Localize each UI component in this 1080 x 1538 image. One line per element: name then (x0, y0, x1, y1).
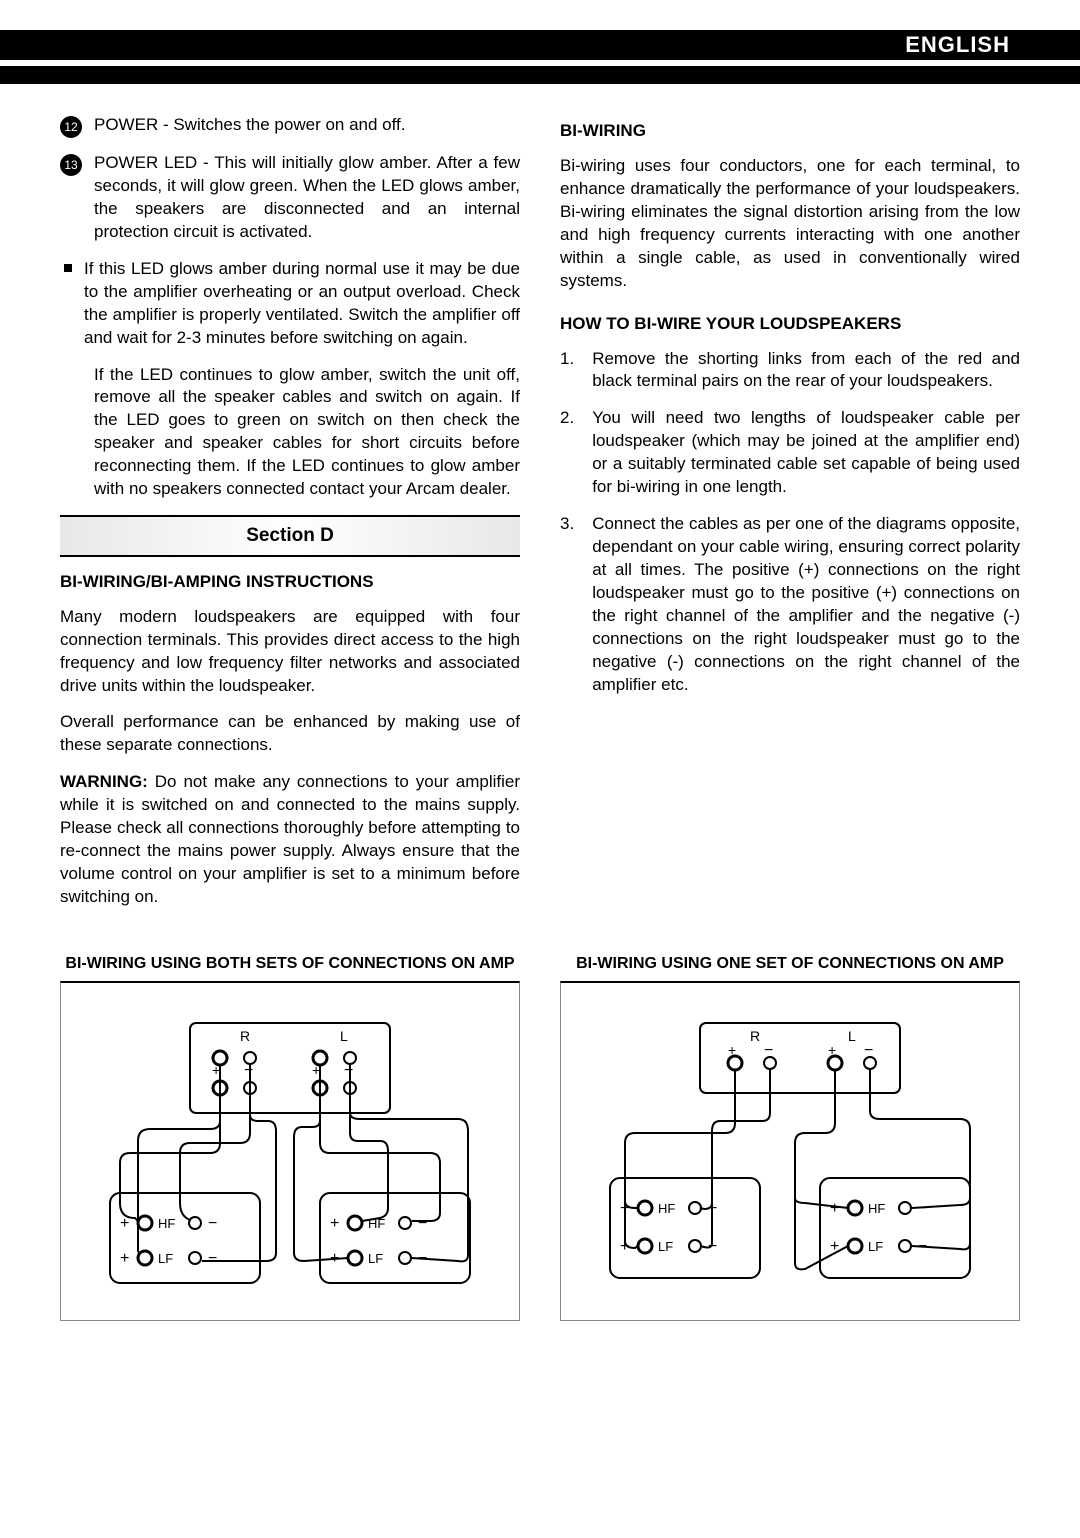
svg-text:+: + (830, 1200, 839, 1217)
bullet-1: If this LED glows amber during normal us… (60, 258, 520, 350)
step-2: 2.You will need two lengths of loudspeak… (560, 407, 1020, 499)
svg-text:L: L (848, 1028, 856, 1044)
section-d-bar: Section D (60, 515, 520, 557)
svg-text:−: − (344, 1062, 353, 1079)
label-r: R (240, 1028, 250, 1044)
left-p2: Overall performance can be enhanced by m… (60, 711, 520, 757)
step-3-text: Connect the cables as per one of the dia… (592, 513, 1020, 697)
right-column: BI-WIRING Bi-wiring uses four conductors… (560, 114, 1020, 923)
bullet-square-icon (64, 264, 72, 272)
svg-text:HF: HF (658, 1201, 675, 1216)
svg-text:LF: LF (158, 1251, 173, 1266)
bi-wiring-para: Bi-wiring uses four conductors, one for … (560, 155, 1020, 293)
diagram-left: BI-WIRING USING BOTH SETS OF CONNECTIONS… (60, 953, 520, 1321)
item-13-badge: 13 (60, 154, 82, 176)
warning-label: WARNING: (60, 772, 148, 791)
svg-text:HF: HF (868, 1201, 885, 1216)
svg-text:−: − (764, 1042, 773, 1059)
svg-text:−: − (418, 1215, 427, 1232)
svg-text:R: R (750, 1028, 760, 1044)
step-1-text: Remove the shorting links from each of t… (592, 348, 1020, 394)
item-13: 13 POWER LED - This will initially glow … (60, 152, 520, 244)
bullet-1-text: If this LED glows amber during normal us… (84, 258, 520, 350)
svg-text:−: − (208, 1215, 217, 1232)
step-3: 3.Connect the cables as per one of the d… (560, 513, 1020, 697)
item-12-text: POWER - Switches the power on and off. (94, 114, 406, 137)
label-l: L (340, 1028, 348, 1044)
step-2-num: 2. (560, 407, 574, 499)
svg-text:−: − (864, 1042, 873, 1059)
diagram-left-box: R L + − + − + HF (60, 981, 520, 1321)
step-1: 1. Remove the shorting links from each of… (560, 348, 1020, 394)
diagram-right-title: BI-WIRING USING ONE SET OF CONNECTIONS O… (560, 953, 1020, 975)
lang-label: ENGLISH (905, 30, 1010, 60)
how-to-heading: HOW TO BI-WIRE YOUR LOUDSPEAKERS (560, 313, 1020, 336)
svg-text:LF: LF (368, 1251, 383, 1266)
left-p1: Many modern loudspeakers are equipped wi… (60, 606, 520, 698)
diagram-row: BI-WIRING USING BOTH SETS OF CONNECTIONS… (60, 953, 1020, 1321)
diagram-right-box: R L + − + − + HF − + LF (560, 981, 1020, 1321)
header-sub-bar (0, 66, 1080, 84)
step-1-num: 1. (560, 348, 574, 394)
main-columns: 12 POWER - Switches the power on and off… (60, 114, 1020, 923)
svg-text:+: + (828, 1042, 836, 1058)
steps-list: 1. Remove the shorting links from each of… (560, 348, 1020, 697)
item-12-badge: 12 (60, 116, 82, 138)
bi-wiring-heading: BI-WIRING (560, 120, 1020, 143)
svg-text:−: − (244, 1062, 253, 1079)
svg-text:LF: LF (658, 1239, 673, 1254)
diagram-right-svg: R L + − + − + HF − + LF (580, 1003, 1000, 1303)
step-3-num: 3. (560, 513, 574, 697)
item-12: 12 POWER - Switches the power on and off… (60, 114, 520, 138)
item-13-text: POWER LED - This will initially glow amb… (94, 152, 520, 244)
svg-text:+: + (728, 1042, 736, 1058)
svg-text:−: − (208, 1250, 217, 1267)
svg-text:HF: HF (158, 1216, 175, 1231)
svg-text:+: + (312, 1062, 320, 1078)
diagram-left-title: BI-WIRING USING BOTH SETS OF CONNECTIONS… (60, 953, 520, 975)
step-2-text: You will need two lengths of loudspeaker… (592, 407, 1020, 499)
diagram-right: BI-WIRING USING ONE SET OF CONNECTIONS O… (560, 953, 1020, 1321)
svg-text:+: + (120, 1250, 129, 1267)
svg-text:+: + (330, 1215, 339, 1232)
header-bar: ENGLISH (0, 30, 1080, 60)
warning-text: Do not make any connections to your ampl… (60, 772, 520, 906)
bullet-2-text: If the LED continues to glow amber, swit… (60, 364, 520, 502)
diagram-left-svg: R L + − + − + HF (80, 1003, 500, 1303)
left-column: 12 POWER - Switches the power on and off… (60, 114, 520, 923)
svg-text:+: + (212, 1062, 220, 1078)
bi-wiring-amping-heading: BI-WIRING/BI-AMPING INSTRUCTIONS (60, 571, 520, 594)
svg-text:LF: LF (868, 1239, 883, 1254)
warning-para: WARNING: Do not make any connections to … (60, 771, 520, 909)
